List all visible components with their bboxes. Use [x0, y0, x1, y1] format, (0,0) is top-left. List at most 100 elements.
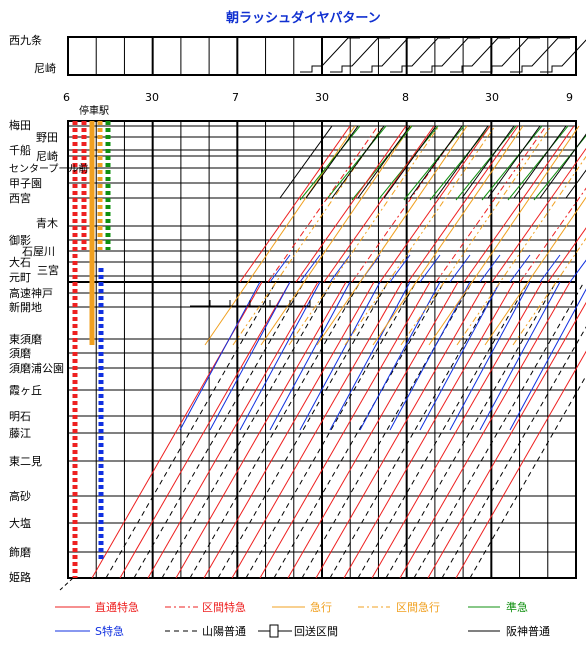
train-s-limited-line — [329, 254, 351, 283]
legend-label-section-express: 区間急行 — [396, 600, 440, 614]
time-label-6: 6 — [63, 91, 70, 104]
train-express-line — [484, 196, 586, 346]
train-limited-express-line — [119, 281, 291, 579]
station-labels: 梅田 野田 千船 尼崎 センタープール前 甲子園 西宮 香櫨園 芦屋 青木 御影… — [9, 118, 88, 584]
station-shikama: 飾磨 — [9, 546, 31, 559]
legend-swatch-deadhead — [258, 624, 292, 638]
station-higashisuma: 東須磨 — [9, 333, 42, 346]
train-deadhead-segment — [190, 300, 211, 307]
legend-label-deadhead: 回送区間 — [294, 624, 338, 638]
train-s-limited-line — [299, 254, 321, 283]
station-nishimotomachi: 西元町 — [22, 270, 25, 273]
train-semi-express-line — [299, 125, 361, 201]
top-train-line — [480, 37, 540, 73]
train-hanshin-local-line — [409, 125, 463, 199]
train-express-line — [316, 125, 468, 346]
train-hanshin-local-line — [383, 125, 437, 199]
legend-label-hanshin-local: 阪神普通 — [506, 624, 550, 638]
train-sanyo-local-line — [301, 281, 473, 579]
train-sanyo-local-line — [273, 281, 445, 579]
train-s-limited-line — [299, 281, 381, 431]
train-limited-express-line — [399, 281, 571, 579]
time-label-830: 30 — [485, 91, 499, 104]
train-limited-express-line — [203, 281, 375, 579]
station-fujie: 藤江 — [9, 427, 31, 440]
station-sumaura-koen: 須磨浦公園 — [9, 362, 64, 375]
time-label-730: 30 — [315, 91, 329, 104]
top-train-line — [420, 37, 480, 73]
train-limited-express-line — [315, 281, 487, 579]
station-shinkaichi: 新開地 — [9, 300, 42, 314]
train-sanyo-local-line — [105, 281, 277, 579]
station-oishi: 大石 — [9, 255, 31, 269]
top-panel: 西九条 尼崎 — [9, 33, 586, 76]
train-express-line — [288, 125, 440, 346]
train-hanshin-local-line — [305, 125, 359, 199]
train-express-line — [232, 125, 384, 346]
train-hanshin-local-line — [279, 125, 333, 199]
legend: 直通特急 区間特急 急行 区間急行 準急 S特急 山陽普通 回送区間 阪神普通 — [55, 600, 550, 638]
station-korozen: 香櫨園 — [36, 207, 39, 210]
top-train-line — [540, 39, 586, 73]
station-sannomiya: 三宮 — [37, 263, 59, 277]
station-koshien: 甲子園 — [9, 177, 42, 190]
station-nishinomiya: 西宮 — [9, 191, 31, 205]
train-deadhead-segment — [250, 300, 271, 307]
train-semi-express-line — [403, 125, 465, 201]
train-s-limited-line — [359, 281, 441, 431]
time-label-7: 7 — [232, 91, 239, 104]
train-s-limited-line — [269, 254, 291, 283]
train-deadhead-segment — [290, 300, 311, 307]
train-limited-express-line — [259, 281, 431, 579]
train-express-line — [260, 125, 412, 346]
train-sanyo-local-line — [161, 281, 333, 579]
legend-label-express: 急行 — [310, 600, 332, 614]
stop-pattern-bars — [59, 121, 111, 591]
train-sanyo-local-line — [357, 281, 529, 579]
train-limited-express-upper — [379, 125, 491, 283]
train-semi-express-line — [533, 135, 586, 201]
time-axis-labels: 6 30 7 30 8 30 9 — [63, 91, 573, 104]
train-limited-express-upper — [491, 147, 586, 283]
station-takasago: 高砂 — [9, 489, 31, 503]
train-limited-express-upper — [463, 125, 575, 283]
train-limited-express-upper — [295, 125, 407, 283]
train-s-limited-line — [539, 254, 561, 283]
train-semi-express-line — [481, 125, 543, 201]
train-limited-express-line — [455, 350, 586, 579]
train-sanyo-local-line — [469, 375, 586, 579]
station-center-pool: センタープール前 — [9, 162, 88, 175]
station-motomachi: 元町 — [9, 271, 31, 284]
stop-bar-tail — [59, 577, 74, 591]
train-s-limited-line — [509, 288, 586, 431]
train-limited-express-upper — [547, 227, 586, 283]
train-semi-express-line — [455, 125, 517, 201]
station-mikage: 御影 — [9, 233, 31, 247]
train-hanshin-local-line — [357, 125, 411, 199]
train-express-line — [428, 125, 580, 346]
time-label-630: 30 — [145, 91, 159, 104]
train-hanshin-local-line — [565, 169, 586, 199]
train-express-line — [512, 237, 586, 346]
train-s-limited-line — [269, 281, 351, 431]
top-train-line — [450, 37, 510, 73]
stop-header: 停車駅 — [79, 104, 109, 117]
train-deadhead-segment — [210, 300, 231, 307]
train-semi-express-line — [429, 125, 491, 201]
train-sanyo-local-line — [441, 326, 586, 579]
train-s-limited-line — [239, 281, 321, 431]
station-noda: 野田 — [36, 131, 58, 144]
train-sanyo-local-line — [133, 281, 305, 579]
station-akashi: 明石 — [9, 410, 31, 423]
legend-label-limited-express: 直通特急 — [95, 600, 139, 614]
train-s-limited-line — [419, 281, 501, 431]
diagram-title: 朝ラッシュダイヤパターン — [226, 10, 381, 26]
train-s-limited-line — [389, 281, 471, 431]
time-label-9: 9 — [566, 91, 573, 104]
station-kosoku-kobe: 高速神戸 — [9, 286, 53, 300]
station-ashiya: 芦屋 — [36, 211, 38, 214]
train-hanshin-local-line — [331, 125, 385, 199]
legend-label-section-limited: 区間特急 — [202, 600, 246, 614]
top-train-line — [390, 37, 450, 73]
